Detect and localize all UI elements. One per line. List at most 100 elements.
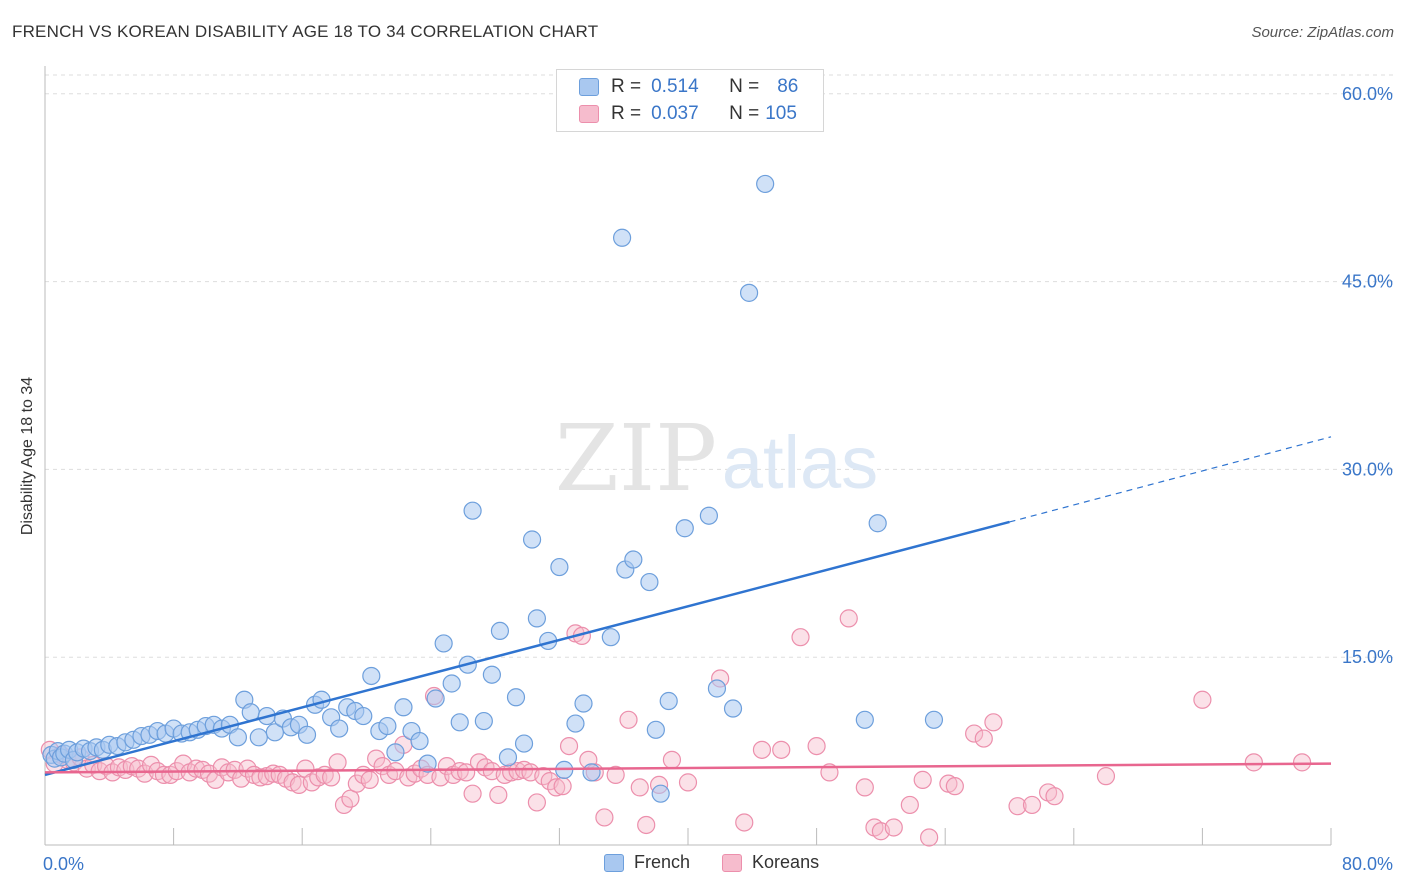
french-point-63: [506, 688, 526, 707]
korean-point-95: [735, 813, 754, 832]
french-point-86: [756, 174, 775, 194]
korean-point-65: [457, 763, 476, 782]
french-point-84: [723, 699, 743, 718]
korean-point-98: [791, 628, 810, 647]
y-tick-label-0: 15.0%: [1342, 647, 1393, 667]
french-swatch: [579, 78, 599, 96]
korean-point-106: [900, 795, 919, 815]
french-point-55: [442, 674, 461, 693]
french-point-51: [410, 731, 429, 751]
korean-point-96: [752, 740, 772, 759]
french-trendline: [44, 520, 1010, 777]
french-point-87: [855, 710, 874, 729]
source-credit: Source: ZipAtlas.com: [1251, 24, 1394, 41]
x-tick-label-0: 0.0%: [43, 854, 84, 874]
french-point-48: [386, 743, 405, 762]
french-point-37: [297, 725, 317, 744]
french-point-56: [450, 713, 469, 732]
korean-point-45: [328, 753, 347, 772]
french-trendline-extension: [1009, 436, 1332, 523]
french-point-45: [362, 666, 381, 686]
korean-point-111: [965, 724, 984, 743]
french-r-value: 0.514: [651, 76, 699, 97]
korean-point-47: [341, 789, 360, 808]
french-point-68: [550, 557, 569, 577]
french-point-66: [527, 609, 546, 628]
french-series: [42, 174, 944, 803]
korean-point-112: [974, 729, 993, 748]
legend-item-french: French: [604, 852, 690, 873]
korean-point-121: [1292, 753, 1312, 772]
korean-point-64: [450, 762, 469, 781]
korean-point-90: [637, 815, 656, 835]
grid-lines: [45, 74, 1395, 658]
french-point-79: [651, 784, 670, 803]
french-point-82: [699, 506, 718, 525]
french-point-73: [601, 628, 620, 647]
french-point-65: [522, 530, 542, 549]
korean-r-label: R =: [611, 103, 642, 124]
french-point-83: [707, 679, 727, 698]
french-point-77: [640, 572, 659, 592]
french-point-28: [228, 728, 247, 747]
french-point-52: [418, 754, 437, 773]
x-tick-labels: 0.0% 80.0%: [43, 854, 1393, 874]
french-n-label: N =: [729, 76, 760, 97]
koreans-legend-swatch: [722, 853, 743, 872]
korean-point-99: [807, 736, 826, 756]
legend-item-koreans: Koreans: [722, 852, 819, 873]
french-point-60: [482, 665, 501, 684]
french-point-61: [490, 621, 510, 641]
korean-point-102: [855, 778, 874, 797]
korean-swatch: [579, 105, 599, 123]
y-tick-label-2: 45.0%: [1342, 272, 1393, 292]
korean-point-76: [527, 793, 546, 812]
french-legend-swatch: [604, 853, 624, 872]
french-point-47: [378, 716, 397, 736]
chart-title: FRENCH VS KOREAN DISABILITY AGE 18 TO 34…: [12, 22, 599, 41]
korean-point-108: [920, 828, 939, 847]
french-point-72: [582, 763, 601, 782]
y-tick-labels: 15.0% 30.0% 45.0% 60.0%: [1342, 84, 1393, 667]
french-point-59: [474, 711, 493, 731]
french-point-81: [675, 519, 694, 538]
korean-n-label: N =: [729, 103, 760, 124]
korean-point-115: [1022, 795, 1042, 815]
french-point-44: [354, 706, 373, 726]
koreans-legend-label: Koreans: [752, 852, 820, 872]
french-point-76: [624, 550, 643, 569]
watermark: ZIP atlas: [555, 405, 878, 512]
korean-point-120: [1244, 753, 1263, 772]
y-tick-label-1: 30.0%: [1342, 459, 1393, 479]
french-point-41: [330, 719, 349, 738]
korean-n-value: 105: [765, 103, 797, 124]
french-point-71: [574, 694, 593, 713]
korean-point-80: [553, 777, 572, 796]
korean-point-89: [630, 778, 649, 797]
legend-row-french: R = 0.514 N = 86: [579, 75, 798, 99]
korean-point-79: [547, 778, 566, 797]
french-point-85: [739, 283, 759, 302]
korean-point-105: [884, 818, 903, 837]
korean-r-value: 0.037: [651, 103, 699, 124]
french-point-54: [434, 634, 453, 653]
korean-point-119: [1193, 690, 1212, 709]
french-point-49: [394, 698, 413, 717]
watermark-atlas: atlas: [722, 421, 878, 504]
korean-point-51: [367, 749, 386, 768]
french-point-78: [646, 720, 665, 739]
x-tick-label-1: 80.0%: [1342, 854, 1393, 874]
series-legend: French Koreans: [604, 852, 851, 873]
y-tick-label-3: 60.0%: [1342, 84, 1393, 104]
french-point-89: [924, 710, 944, 729]
korean-point-50: [360, 770, 379, 789]
french-legend-label: French: [634, 852, 691, 872]
korean-point-87: [606, 765, 625, 784]
korean-point-92: [662, 750, 682, 769]
axes: [44, 66, 1332, 846]
french-point-31: [249, 728, 268, 747]
korean-point-70: [489, 785, 508, 805]
korean-point-73: [508, 762, 527, 781]
french-n-value: 86: [777, 76, 799, 97]
